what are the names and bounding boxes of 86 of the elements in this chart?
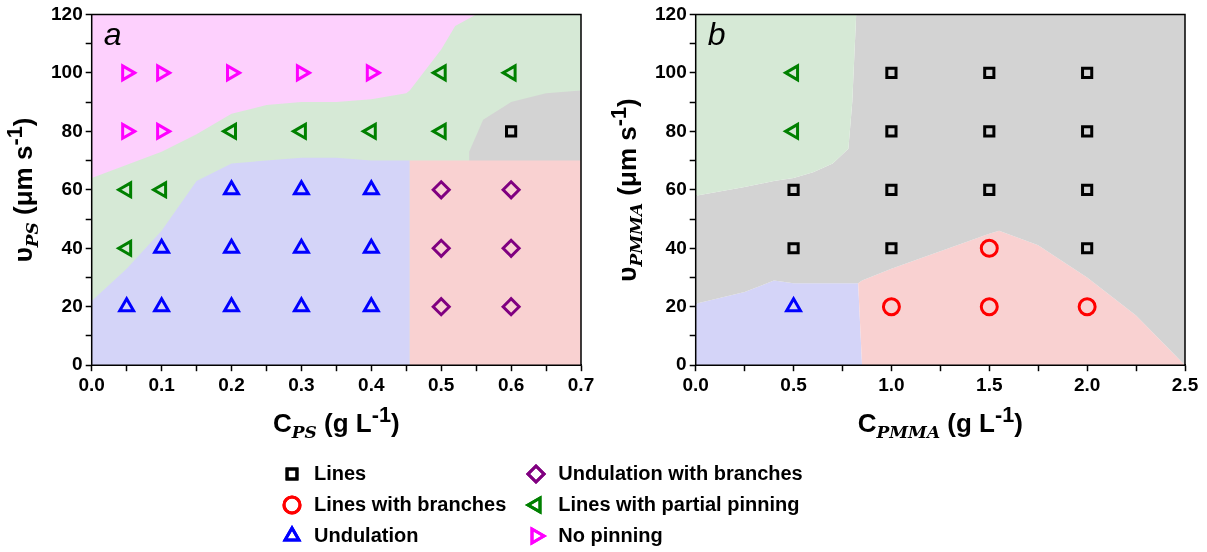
y-tick-label: 80 — [665, 119, 687, 141]
point — [787, 183, 800, 196]
legend-label: No pinning — [558, 524, 663, 547]
y-tick-label: 120 — [655, 2, 687, 24]
point — [787, 242, 800, 255]
point — [885, 66, 898, 79]
point — [785, 297, 802, 313]
point — [885, 183, 898, 196]
point — [983, 183, 996, 196]
x-tick-label: 2.5 — [1171, 373, 1199, 395]
point — [501, 297, 521, 317]
x-tick-label: 0.5 — [427, 373, 455, 395]
x-tick-label: 0.6 — [497, 373, 525, 395]
x-tick-label: 0.4 — [358, 373, 385, 395]
point — [784, 64, 800, 82]
legend-label: Lines with branches — [314, 493, 507, 516]
point — [979, 238, 999, 258]
legend-label: Undulation — [314, 524, 419, 547]
y-tick-label: 40 — [665, 236, 687, 258]
point — [1081, 125, 1094, 138]
y-tick-label: 60 — [61, 178, 83, 200]
y-tick-label: 100 — [655, 61, 687, 83]
annotation: b — [707, 16, 726, 53]
point — [501, 238, 521, 258]
point — [979, 297, 999, 317]
x-tick-label: 0.3 — [288, 373, 315, 395]
point — [1081, 183, 1094, 196]
x-tick-label: 1.5 — [976, 373, 1003, 395]
x-tick-label: 0.0 — [78, 373, 105, 395]
point — [881, 297, 901, 317]
legend-label: Lines — [314, 462, 367, 485]
point — [361, 122, 377, 140]
y-tick-label: 100 — [51, 61, 83, 83]
point — [501, 180, 521, 200]
point — [362, 238, 380, 254]
x-tick-label: 0.5 — [780, 373, 808, 395]
x-axis-title: C$_{PS}$ (g L$^{-1}$) — [273, 402, 400, 442]
point — [118, 297, 136, 313]
point — [885, 125, 898, 138]
point — [431, 64, 447, 82]
annotation: a — [103, 16, 122, 53]
point — [153, 238, 171, 254]
point — [117, 239, 133, 257]
point — [292, 297, 310, 313]
y-tick-label: 20 — [61, 294, 83, 316]
point — [983, 66, 996, 79]
y-tick-label: 120 — [51, 2, 83, 24]
x-tick-label: 0.0 — [682, 373, 709, 395]
point — [223, 238, 240, 254]
legend-label: Lines with partial pinning — [558, 493, 800, 516]
point — [1081, 242, 1094, 255]
y-tick-label: 0 — [676, 353, 687, 375]
point — [223, 297, 240, 313]
point — [117, 181, 133, 199]
legend-label: Undulation with branches — [558, 462, 803, 485]
point — [431, 180, 451, 200]
point — [885, 242, 898, 255]
point — [1081, 66, 1094, 79]
y-tick-label: 0 — [72, 353, 83, 375]
x-tick-label: 1.0 — [878, 373, 905, 395]
x-axis-title: C$_{PMMA}$ (g L$^{-1}$) — [857, 402, 1023, 442]
point — [153, 297, 171, 313]
point — [431, 122, 447, 140]
y-tick-label: 60 — [665, 178, 687, 200]
point — [362, 180, 380, 196]
point — [501, 64, 517, 82]
y-tick-label: 40 — [61, 236, 83, 258]
point — [223, 180, 240, 196]
point — [1077, 297, 1097, 317]
x-tick-label: 0.7 — [567, 373, 595, 395]
point — [784, 122, 800, 140]
point — [431, 238, 451, 258]
x-tick-label: 0.2 — [218, 373, 245, 395]
y-tick-label: 20 — [665, 294, 687, 316]
point — [431, 297, 451, 317]
point — [362, 297, 380, 313]
point — [292, 180, 310, 196]
point — [983, 125, 996, 138]
point — [222, 122, 237, 140]
point — [505, 125, 518, 138]
x-tick-label: 2.0 — [1073, 373, 1101, 395]
x-tick-label: 0.1 — [148, 373, 176, 395]
point — [152, 181, 168, 199]
point — [292, 238, 310, 254]
y-tick-label: 80 — [61, 119, 83, 141]
point — [291, 122, 307, 140]
